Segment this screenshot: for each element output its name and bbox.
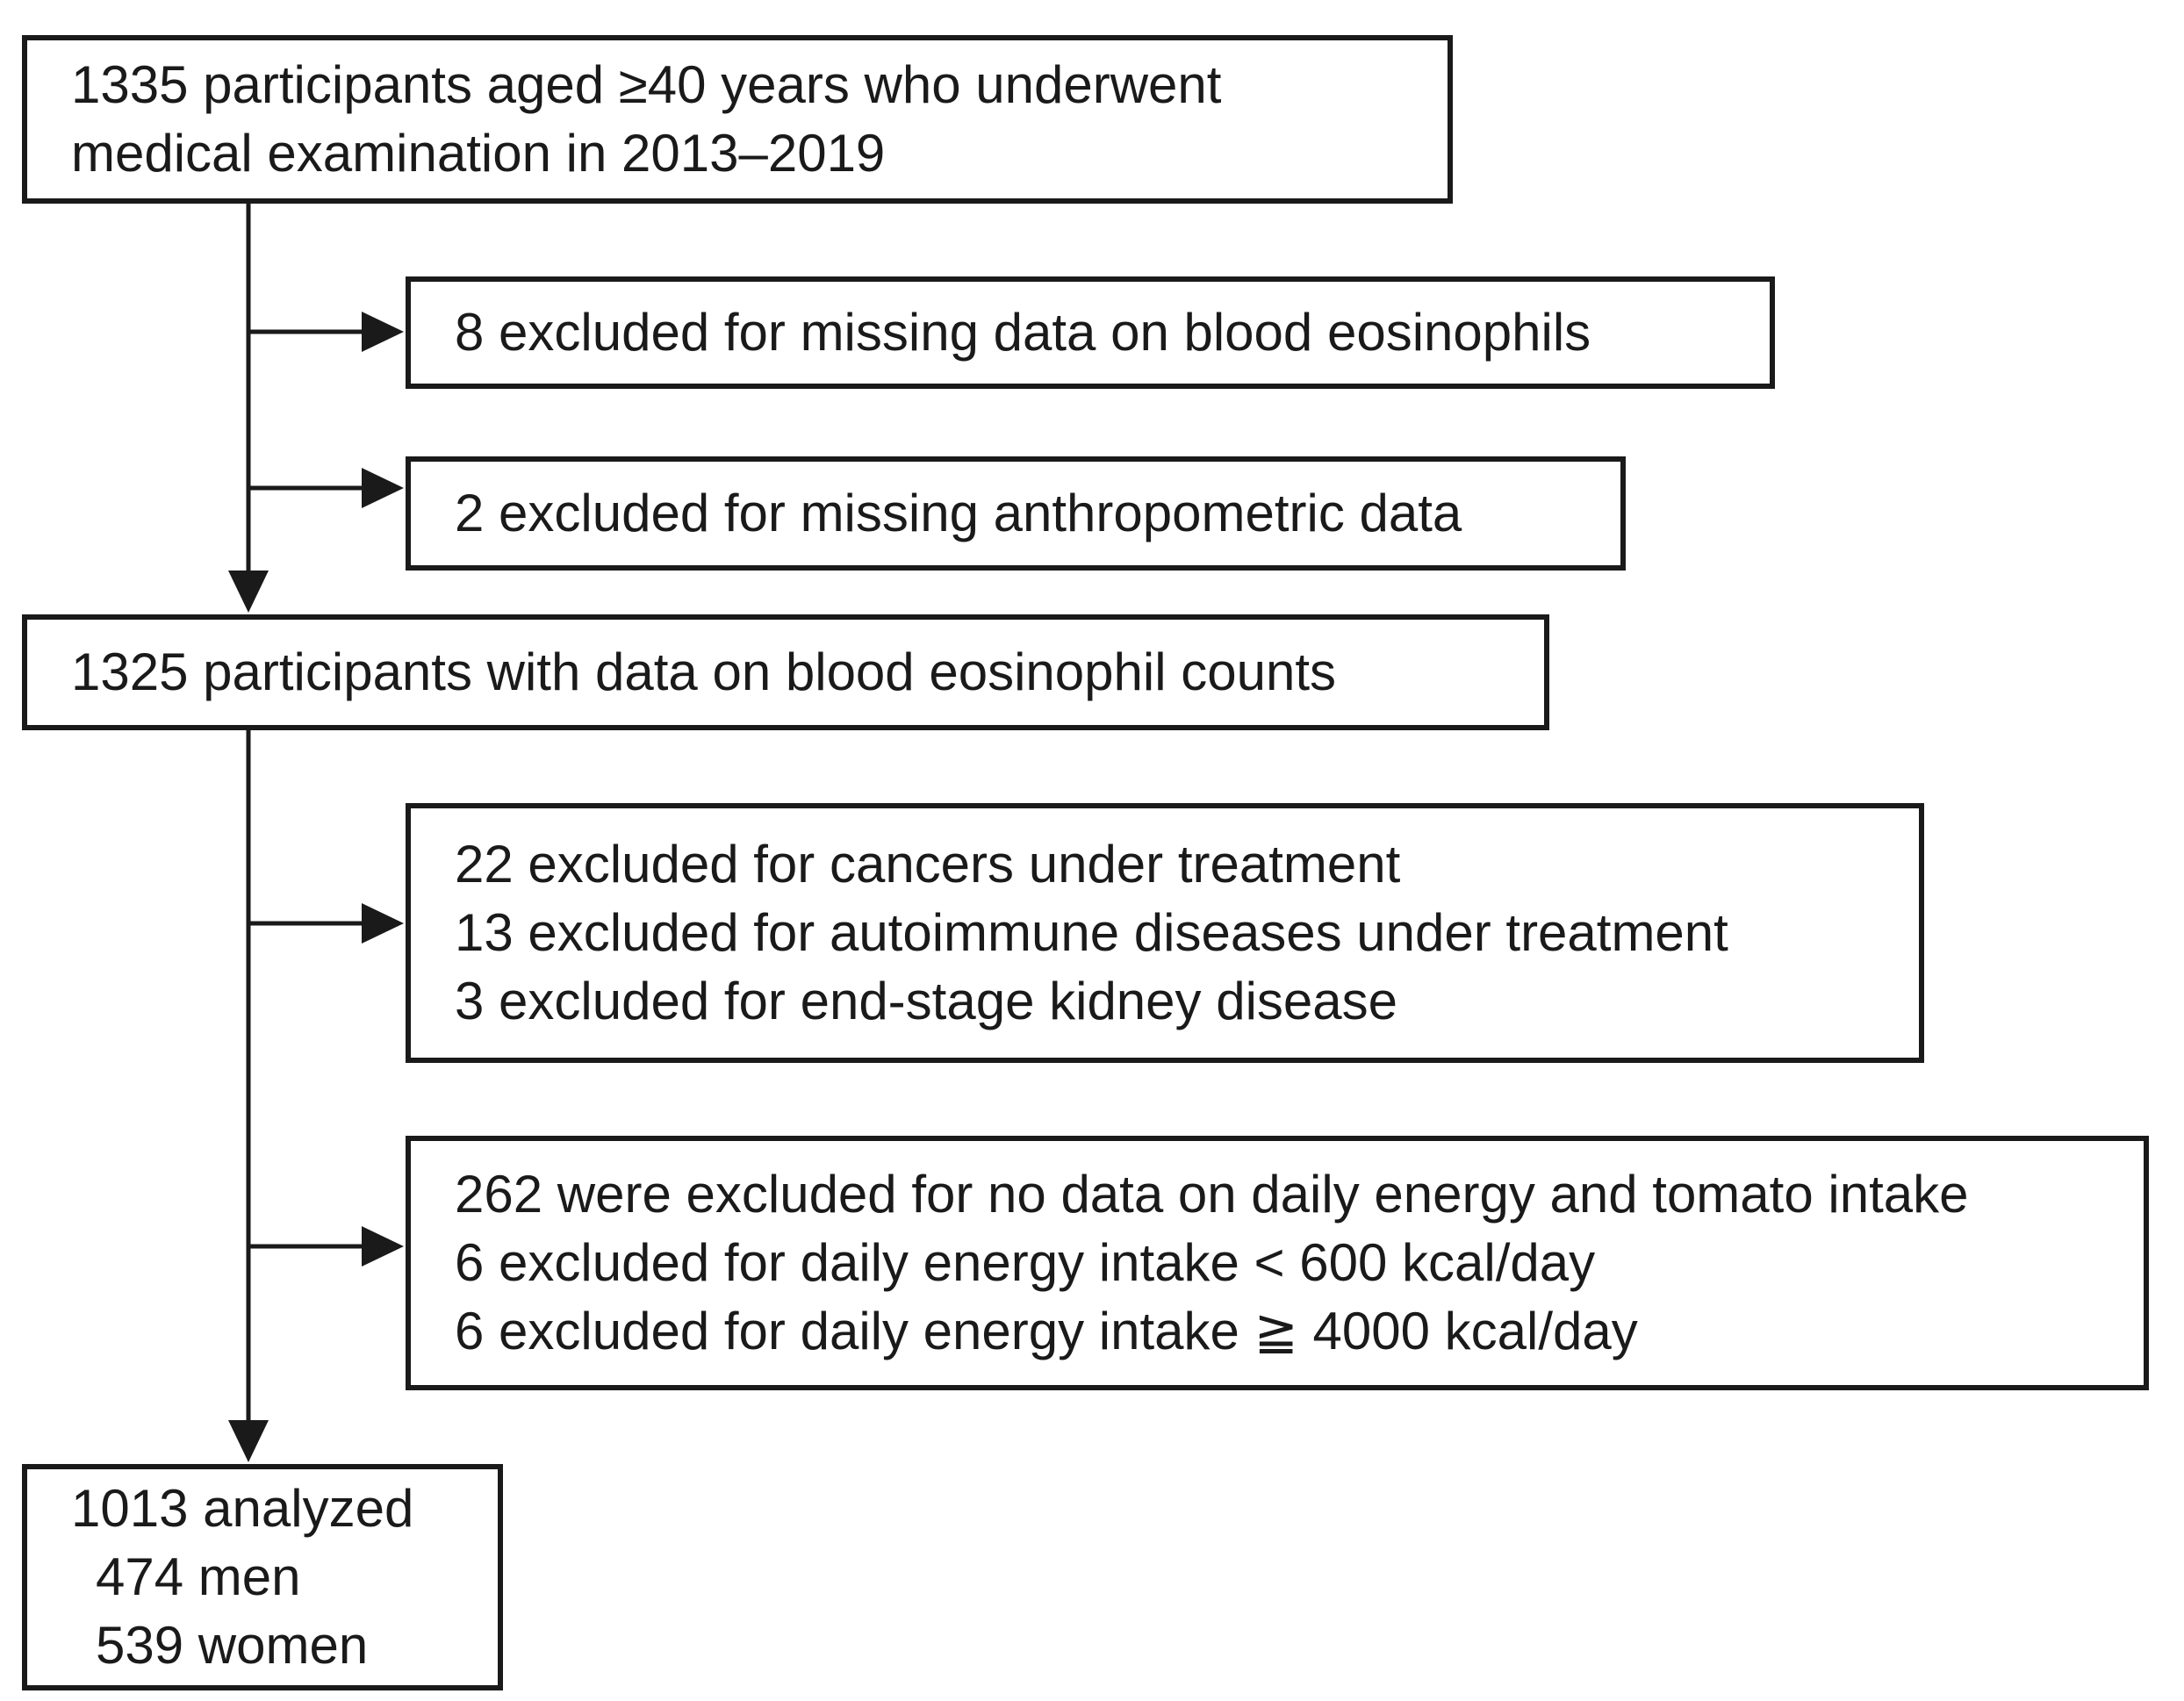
excluded-eosinophil-line-1: 8 excluded for missing data on blood eos… xyxy=(455,303,1591,362)
excluded-medical-line-1: 22 excluded for cancers under treatment xyxy=(455,835,1401,894)
box-excluded-eosinophil-data: 8 excluded for missing data on blood eos… xyxy=(406,276,1775,389)
box-eosinophil-counts: 1325 participants with data on blood eos… xyxy=(22,614,1549,730)
arrowhead-right-3 xyxy=(362,903,404,944)
arrowhead-right-4 xyxy=(362,1226,404,1267)
box-excluded-medical-conditions: 22 excluded for cancers under treatment … xyxy=(406,803,1924,1063)
excluded-anthropometric-line-1: 2 excluded for missing anthropometric da… xyxy=(455,484,1462,542)
arrowhead-right-2 xyxy=(362,468,404,508)
arrowhead-down-2 xyxy=(228,1420,269,1462)
excluded-medical-line-2: 13 excluded for autoimmune diseases unde… xyxy=(455,903,1728,962)
box-excluded-anthropometric-data: 2 excluded for missing anthropometric da… xyxy=(406,456,1626,571)
excluded-medical-line-3: 3 excluded for end-stage kidney disease xyxy=(455,972,1398,1030)
box-excluded-dietary-data: 262 were excluded for no data on daily e… xyxy=(406,1136,2149,1390)
analyzed-line-3: 539 women xyxy=(96,1616,369,1675)
enrollment-line-1: 1335 participants aged ≥40 years who und… xyxy=(71,55,1222,114)
excluded-dietary-line-3: 6 excluded for daily energy intake ≧ 400… xyxy=(455,1302,1638,1360)
excluded-dietary-line-1: 262 were excluded for no data on daily e… xyxy=(455,1165,1969,1224)
analyzed-line-1: 1013 analyzed xyxy=(71,1479,414,1538)
box-enrollment: 1335 participants aged ≥40 years who und… xyxy=(22,35,1453,204)
arrowhead-right-1 xyxy=(362,312,404,352)
enrollment-line-2: medical examination in 2013–2019 xyxy=(71,124,886,183)
box-analyzed: 1013 analyzed 474 men 539 women xyxy=(22,1464,503,1690)
arrowhead-down-1 xyxy=(228,571,269,613)
analyzed-line-2: 474 men xyxy=(96,1547,301,1606)
eosinophil-counts-line-1: 1325 participants with data on blood eos… xyxy=(71,642,1336,701)
excluded-dietary-line-2: 6 excluded for daily energy intake < 600… xyxy=(455,1233,1596,1292)
